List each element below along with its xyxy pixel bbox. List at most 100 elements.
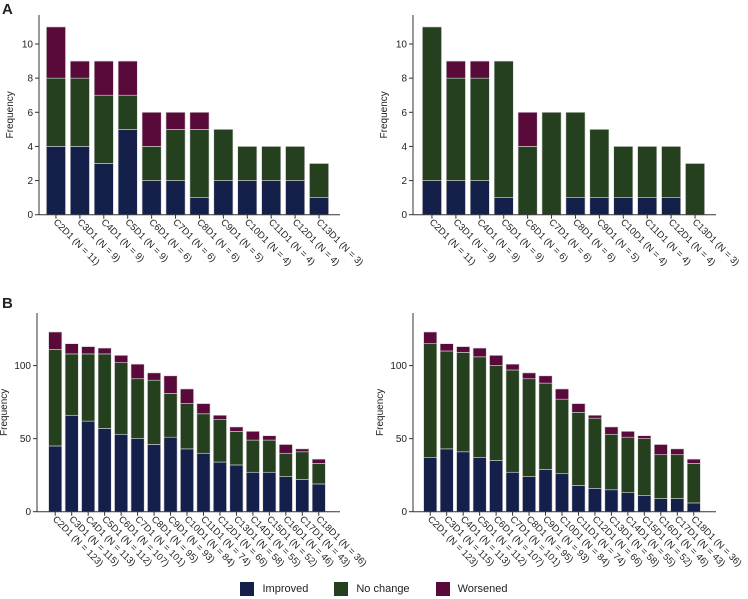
y-tick-label: 2 [401,176,407,187]
bar-no-change [493,60,514,198]
bar-no-change [48,349,63,447]
bar-no-change [637,438,652,496]
bar-improved [439,448,454,512]
bar-improved [637,495,652,512]
bar-worsened [262,435,277,441]
bar-improved [505,471,520,512]
bar-improved [456,451,471,512]
legend-label-improved: Improved [262,583,309,595]
bar-improved [213,461,227,512]
bar-worsened [446,60,466,79]
bar-worsened [439,343,454,352]
bar-improved [70,146,90,216]
bar-worsened [670,448,685,456]
bar-worsened [81,346,96,355]
bar-no-change [311,463,326,485]
bar-no-change [446,77,466,181]
y-tick-label: 100 [390,361,407,372]
bar-worsened [245,431,260,441]
bar-no-change [295,451,310,480]
y-tick-label: 8 [401,74,407,85]
bar-improved [196,452,211,512]
bar-improved [163,436,178,512]
bar-worsened [538,375,553,384]
bar-improved [48,445,63,512]
bar-no-change [565,111,586,198]
legend-swatch-no-change [334,582,349,596]
y-tick-label: 50 [396,434,408,445]
bar-worsened [213,414,227,420]
y-tick-label: 50 [20,434,32,445]
bar-no-change [538,382,553,470]
legend-item-worsened: Worsened [435,582,508,596]
bar-worsened [93,60,114,96]
y-tick-label: 0 [401,507,407,518]
bar-no-change [114,362,129,435]
bar-no-change [555,398,569,475]
bar-worsened [469,60,490,79]
bar-improved [165,180,186,216]
bar-no-change [237,146,258,181]
bar-no-change [422,26,442,181]
bar-worsened [70,60,90,79]
bar-no-change [245,439,260,473]
y-tick-label: 0 [27,210,33,221]
bar-no-change [196,413,211,454]
bar-worsened [311,458,326,464]
bar-no-change [469,77,490,181]
y-axis-label: Frequency [0,389,10,436]
bar-no-change [180,403,194,450]
bar-improved [130,438,145,512]
bar-no-change [309,163,329,198]
bar-worsened [130,363,145,380]
bar-improved [637,197,658,215]
bar-improved [97,428,112,513]
bar-improved [686,502,701,513]
bar-no-change [613,146,634,198]
bar-worsened [686,458,701,464]
bar-improved [93,163,114,216]
bar-improved [237,180,258,216]
bar-improved [278,476,293,512]
bar-no-change [653,454,668,499]
bar-improved [245,471,260,512]
bar-no-change [670,454,685,499]
bar-worsened [637,435,652,439]
bar-no-change [46,77,66,147]
bar-no-change [423,343,438,458]
bar-no-change [439,350,454,450]
legend-swatch-improved [240,582,255,596]
bar-improved [117,129,138,216]
y-axis-label: Frequency [5,91,16,138]
bar-no-change [262,439,277,473]
bar-no-change [229,431,244,466]
bar-improved [571,485,586,512]
y-tick-label: 4 [401,142,407,153]
y-axis-label: Frequency [375,389,386,436]
bar-worsened [64,343,79,355]
bar-no-change [661,146,681,198]
bar-improved [64,414,79,513]
bar-worsened [180,388,194,404]
y-tick-label: 2 [27,176,33,187]
bar-no-change [165,129,186,181]
bar-worsened [604,426,619,435]
bar-worsened [517,111,538,147]
bar-worsened [555,388,569,400]
bar-no-change [147,379,161,445]
bar-improved [589,197,610,215]
bar-no-change [604,433,619,491]
legend-item-no-change: No change [334,582,410,596]
bar-improved [604,489,619,512]
y-tick-label: 6 [401,108,407,119]
bar-worsened [620,431,635,438]
bar-worsened [48,331,63,350]
bar-improved [472,457,487,512]
bar-worsened [505,363,520,371]
bar-improved [114,433,129,512]
bar-improved [565,197,586,215]
bar-improved [423,457,438,512]
bar-no-change [620,436,635,494]
